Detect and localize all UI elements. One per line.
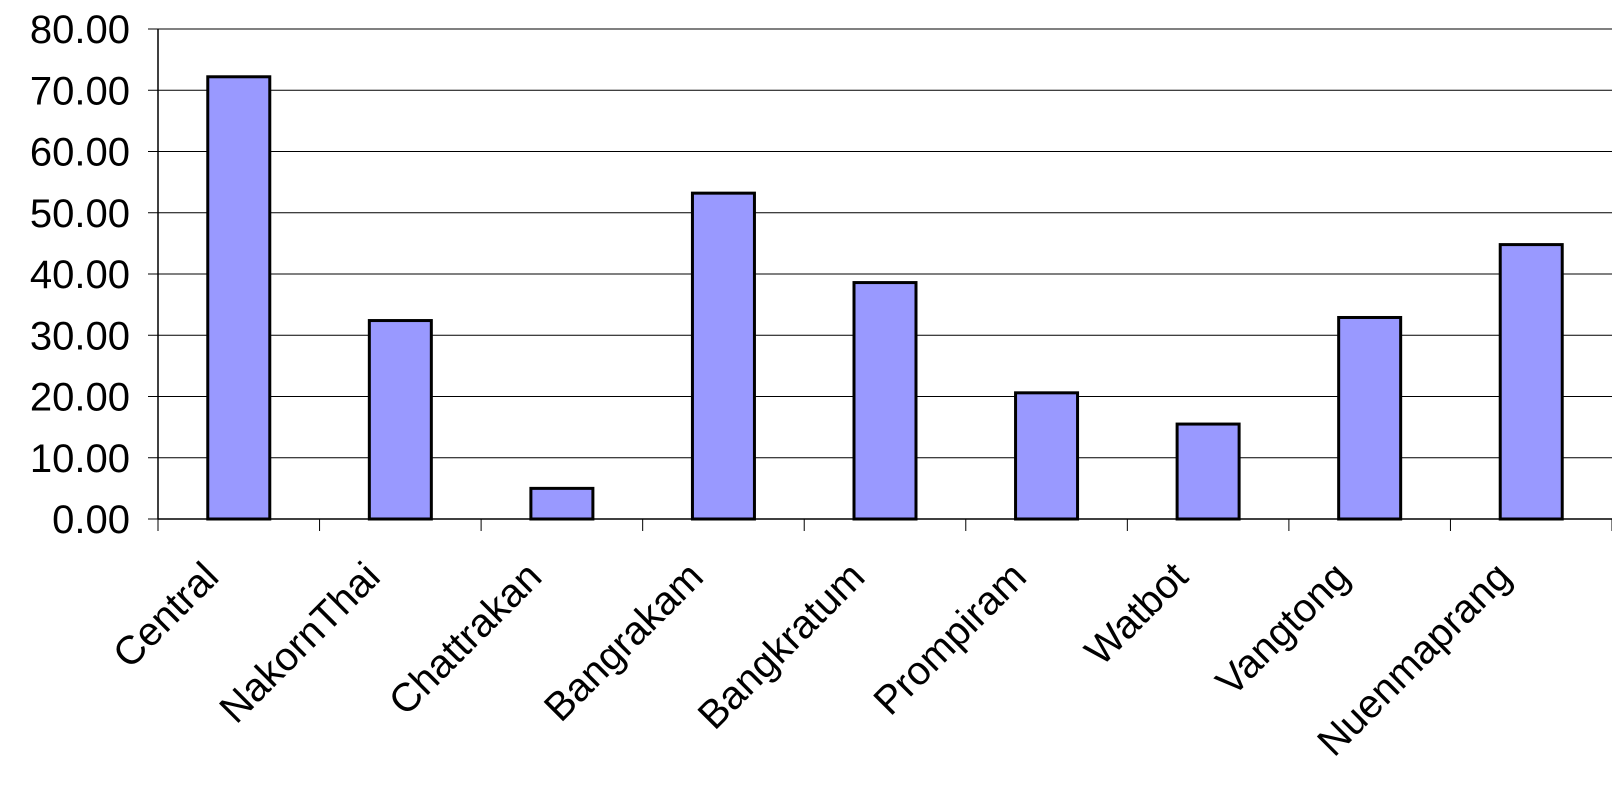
- bars: [208, 77, 1562, 519]
- y-tick-label: 0.00: [52, 498, 130, 542]
- y-tick-label: 70.00: [30, 69, 130, 113]
- y-axis-tick-labels: 0.00 10.00 20.00 30.00 40.00 50.00 60.00 70.00 8…: [30, 8, 130, 542]
- y-tick-label: 60.00: [30, 131, 130, 175]
- bar-chattrakan: [531, 488, 593, 519]
- x-category-label: Chattrakan: [381, 554, 550, 723]
- y-tick-label: 30.00: [30, 314, 130, 358]
- bar-bangrakam: [692, 193, 754, 519]
- bar-bangkratum: [854, 283, 916, 519]
- y-tick-label: 10.00: [30, 437, 130, 481]
- x-category-label: Vangtong: [1208, 554, 1358, 704]
- x-category-label: NakornThai: [211, 554, 388, 731]
- bar-nakornthai: [369, 321, 431, 519]
- x-category-label: Watbot: [1077, 554, 1197, 674]
- y-tick-label: 20.00: [30, 376, 130, 420]
- bar-nuenmaprang: [1500, 245, 1562, 519]
- bar-central: [208, 77, 270, 519]
- bar-prompiram: [1016, 393, 1078, 519]
- bar-watbot: [1177, 424, 1239, 519]
- y-tick-label: 40.00: [30, 253, 130, 297]
- x-category-label: Prompiram: [866, 554, 1035, 723]
- x-category-label: Bangkratum: [690, 554, 874, 738]
- y-tick-label: 50.00: [30, 192, 130, 236]
- x-category-label: Bangrakam: [536, 554, 712, 730]
- y-tick-label: 80.00: [30, 8, 130, 52]
- bar-vangtong: [1339, 317, 1401, 519]
- x-axis-category-labels: CentralNakornThaiChattrakanBangrakamBang…: [105, 554, 1520, 764]
- x-category-label: Central: [105, 554, 227, 676]
